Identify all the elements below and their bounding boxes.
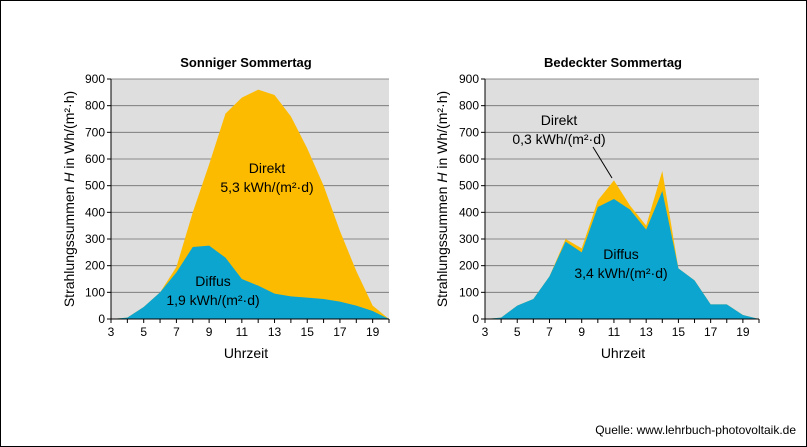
x-tick-label: 15	[301, 325, 315, 339]
x-tick-label: 7	[546, 325, 553, 339]
annotation-direkt-value: 0,3 kWh/(m²·d)	[512, 131, 605, 147]
annotation-direkt-value: 5,3 kWh/(m²·d)	[220, 179, 313, 195]
area-diffus	[111, 245, 389, 319]
chart-1: 0 100 200 300 400 500 600 700 800 900 3 5 7 9 11 13 15 17…	[61, 55, 390, 361]
y-tick-label: 700	[459, 125, 479, 139]
x-tick-label: 5	[140, 325, 147, 339]
y-tick-label: 600	[85, 152, 105, 166]
x-axis-label: Uhrzeit	[224, 345, 268, 361]
y-tick-label: 800	[459, 99, 479, 113]
y-axis-label: Strahlungssummen H in Wh/(m²·h)	[434, 91, 450, 307]
area-direkt	[111, 89, 389, 320]
annotation-diffus-label: Diffus	[195, 273, 231, 289]
chart-title: Sonniger Sommertag	[180, 55, 312, 70]
y-tick-label: 400	[85, 205, 105, 219]
y-tick-label: 0	[98, 312, 105, 326]
area-diffus	[485, 191, 759, 319]
x-tick-label: 5	[514, 325, 521, 339]
annotation-direkt-label: Direkt	[249, 160, 286, 176]
y-axis-label: Strahlungssummen H in Wh/(m²·h)	[61, 91, 77, 307]
y-tick-label: 100	[85, 285, 105, 299]
y-tick-label: 900	[459, 72, 479, 86]
annotation-diffus-value: 1,9 kWh/(m²·d)	[166, 292, 259, 308]
x-tick-label: 11	[608, 325, 621, 339]
x-tick-label: 17	[333, 325, 347, 339]
y-tick-label: 300	[459, 232, 479, 246]
x-axis-label: Uhrzeit	[601, 345, 645, 361]
y-tick-label: 200	[459, 259, 479, 273]
source-credit: Quelle: www.lehrbuch-photovoltaik.de	[595, 423, 796, 437]
y-tick-label: 500	[85, 179, 105, 193]
y-tick-label: 700	[85, 125, 105, 139]
x-tick-label: 15	[672, 325, 686, 339]
x-tick-label: 9	[578, 325, 585, 339]
chart-title: Bedeckter Sommertag	[544, 55, 682, 70]
chart-2: 0 100 200 300 400 500 600 700 800 900 3 5 7 9 11 13 15 17…	[434, 55, 760, 361]
y-tick-label: 0	[472, 312, 479, 326]
annotation-direkt-label: Direkt	[541, 112, 578, 128]
x-tick-label: 3	[482, 325, 489, 339]
y-tick-label: 600	[459, 152, 479, 166]
y-tick-label: 200	[85, 259, 105, 273]
annotation-leader-line	[592, 146, 613, 179]
y-tick-label: 800	[85, 99, 105, 113]
x-tick-label: 7	[173, 325, 180, 339]
y-tick-label: 400	[459, 205, 479, 219]
x-tick-label: 17	[704, 325, 718, 339]
annotation-diffus-label: Diffus	[603, 246, 639, 262]
y-tick-label: 900	[85, 72, 105, 86]
x-tick-label: 19	[736, 325, 750, 339]
y-tick-label: 500	[459, 179, 479, 193]
y-tick-label: 100	[459, 285, 479, 299]
x-tick-label: 11	[236, 325, 249, 339]
x-tick-label: 13	[639, 325, 653, 339]
x-tick-label: 19	[366, 325, 380, 339]
x-tick-label: 13	[268, 325, 282, 339]
x-tick-label: 3	[108, 325, 115, 339]
x-tick-label: 9	[206, 325, 213, 339]
annotation-diffus-value: 3,4 kWh/(m²·d)	[574, 265, 667, 281]
y-tick-label: 300	[85, 232, 105, 246]
